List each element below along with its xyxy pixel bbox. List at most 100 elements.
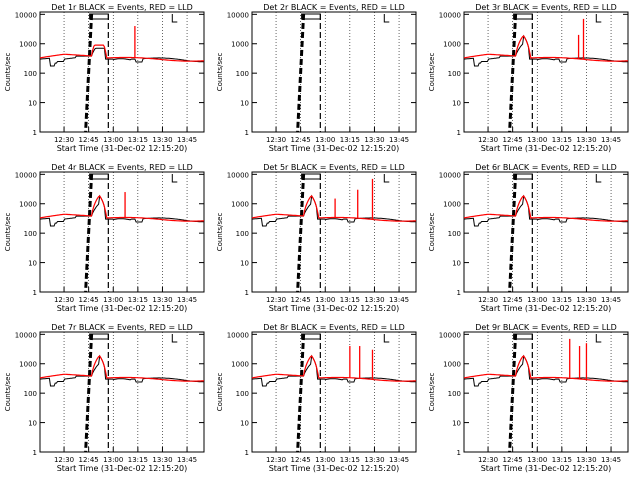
interval-marker-start — [84, 333, 94, 453]
lld-line — [39, 195, 205, 222]
plot-frame — [463, 331, 629, 453]
y-tick-label: 10 — [240, 420, 249, 428]
interval-marker-start — [84, 13, 94, 133]
plot-frame — [39, 171, 205, 293]
y-tick-label: 10000 — [15, 11, 37, 19]
lld-line — [39, 355, 205, 382]
events-line — [39, 354, 204, 387]
y-axis-label: Counts/sec — [216, 213, 224, 252]
events-line — [463, 194, 628, 227]
y-tick-label: 1000 — [443, 41, 461, 49]
y-tick-label: 1 — [33, 129, 37, 137]
y-tick-label: 100 — [236, 390, 249, 398]
y-tick-label: 10 — [28, 100, 37, 108]
panel-det-4: Det 4r BLACK = Events, RED = LLD Counts/s… — [4, 163, 205, 313]
x-tick-label: 13:15 — [128, 456, 148, 464]
panel-title: Det 3r BLACK = Events, RED = LLD — [475, 3, 617, 12]
x-tick-label: 13:00 — [527, 136, 547, 144]
y-axis-label: Counts/sec — [216, 53, 224, 92]
x-tick-label: 13:15 — [552, 456, 572, 464]
x-tick-label: 13:30 — [364, 136, 384, 144]
x-tick-label: 13:00 — [315, 136, 335, 144]
plot-frame — [39, 11, 205, 133]
y-axis-label: Counts/sec — [4, 53, 12, 92]
x-tick-label: 13:15 — [340, 136, 360, 144]
y-tick-label: 10 — [452, 260, 461, 268]
x-tick-label: 12:30 — [54, 456, 74, 464]
x-tick-label: 13:45 — [601, 296, 621, 304]
corner-bracket — [383, 14, 390, 23]
y-tick-label: 1000 — [443, 201, 461, 209]
y-tick-label: 100 — [236, 230, 249, 238]
x-axis-label: Start Time (31-Dec-02 12:15:20) — [57, 464, 188, 473]
x-axis-label: Start Time (31-Dec-02 12:15:20) — [269, 464, 400, 473]
x-tick-label: 13:30 — [152, 136, 172, 144]
x-axis-label: Start Time (31-Dec-02 12:15:20) — [269, 144, 400, 153]
corner-bracket — [383, 174, 390, 183]
x-tick-label: 12:30 — [478, 136, 498, 144]
x-tick-label: 12:30 — [266, 296, 286, 304]
events-line — [39, 194, 204, 227]
panel-det-6: Det 6r BLACK = Events, RED = LLD Counts/s… — [428, 163, 629, 313]
y-tick-label: 1000 — [231, 361, 249, 369]
y-tick-label: 1 — [457, 289, 461, 297]
x-tick-label: 13:15 — [128, 296, 148, 304]
events-line — [463, 34, 628, 67]
x-tick-label: 13:00 — [315, 456, 335, 464]
y-tick-label: 10 — [240, 260, 249, 268]
corner-bracket — [171, 334, 178, 343]
y-tick-label: 1000 — [19, 201, 37, 209]
y-tick-label: 10000 — [15, 331, 37, 339]
panel-title: Det 7r BLACK = Events, RED = LLD — [51, 323, 193, 332]
x-tick-label: 13:45 — [601, 136, 621, 144]
y-axis-label: Counts/sec — [4, 373, 12, 412]
plot-frame — [463, 11, 629, 133]
x-tick-label: 13:00 — [527, 456, 547, 464]
interval-bracket — [513, 13, 533, 20]
y-tick-label: 1000 — [231, 41, 249, 49]
y-tick-label: 1 — [245, 289, 249, 297]
interval-marker-start — [508, 13, 518, 133]
y-tick-label: 1000 — [19, 361, 37, 369]
panel-det-5: Det 5r BLACK = Events, RED = LLD Counts/s… — [216, 163, 417, 313]
x-tick-label: 13:45 — [177, 456, 197, 464]
interval-bracket — [301, 173, 321, 180]
corner-bracket — [595, 174, 602, 183]
x-tick-label: 12:45 — [291, 136, 311, 144]
plot-frame — [251, 331, 417, 453]
x-tick-label: 12:30 — [54, 296, 74, 304]
x-tick-label: 12:45 — [79, 456, 99, 464]
x-tick-label: 13:00 — [527, 296, 547, 304]
panel-det-3: Det 3r BLACK = Events, RED = LLD Counts/s… — [428, 3, 629, 153]
y-tick-label: 100 — [448, 390, 461, 398]
plot-frame — [463, 171, 629, 293]
y-tick-label: 1 — [33, 449, 37, 457]
x-tick-label: 13:15 — [128, 136, 148, 144]
plot-frame — [39, 331, 205, 453]
x-axis-label: Start Time (31-Dec-02 12:15:20) — [481, 304, 612, 313]
y-tick-label: 10 — [452, 420, 461, 428]
events-line — [39, 47, 204, 67]
y-tick-label: 10000 — [439, 11, 461, 19]
x-tick-label: 12:45 — [291, 456, 311, 464]
panel-det-2: Det 2r BLACK = Events, RED = LLD Counts/s… — [216, 3, 417, 153]
lld-line — [463, 195, 629, 222]
interval-marker-start — [296, 13, 306, 133]
y-tick-label: 1000 — [231, 201, 249, 209]
corner-bracket — [383, 334, 390, 343]
y-tick-label: 10 — [28, 260, 37, 268]
x-tick-label: 13:45 — [389, 136, 409, 144]
y-axis-label: Counts/sec — [4, 213, 12, 252]
x-tick-label: 13:00 — [103, 296, 123, 304]
x-tick-label: 13:30 — [364, 296, 384, 304]
panel-title: Det 2r BLACK = Events, RED = LLD — [263, 3, 405, 12]
x-tick-label: 13:30 — [576, 136, 596, 144]
y-tick-label: 1000 — [443, 361, 461, 369]
y-tick-label: 100 — [448, 230, 461, 238]
y-tick-label: 100 — [24, 390, 37, 398]
y-tick-label: 10 — [452, 100, 461, 108]
y-tick-label: 1 — [457, 129, 461, 137]
x-tick-label: 13:00 — [103, 136, 123, 144]
interval-marker-start — [296, 333, 306, 453]
interval-marker-start — [84, 173, 94, 293]
